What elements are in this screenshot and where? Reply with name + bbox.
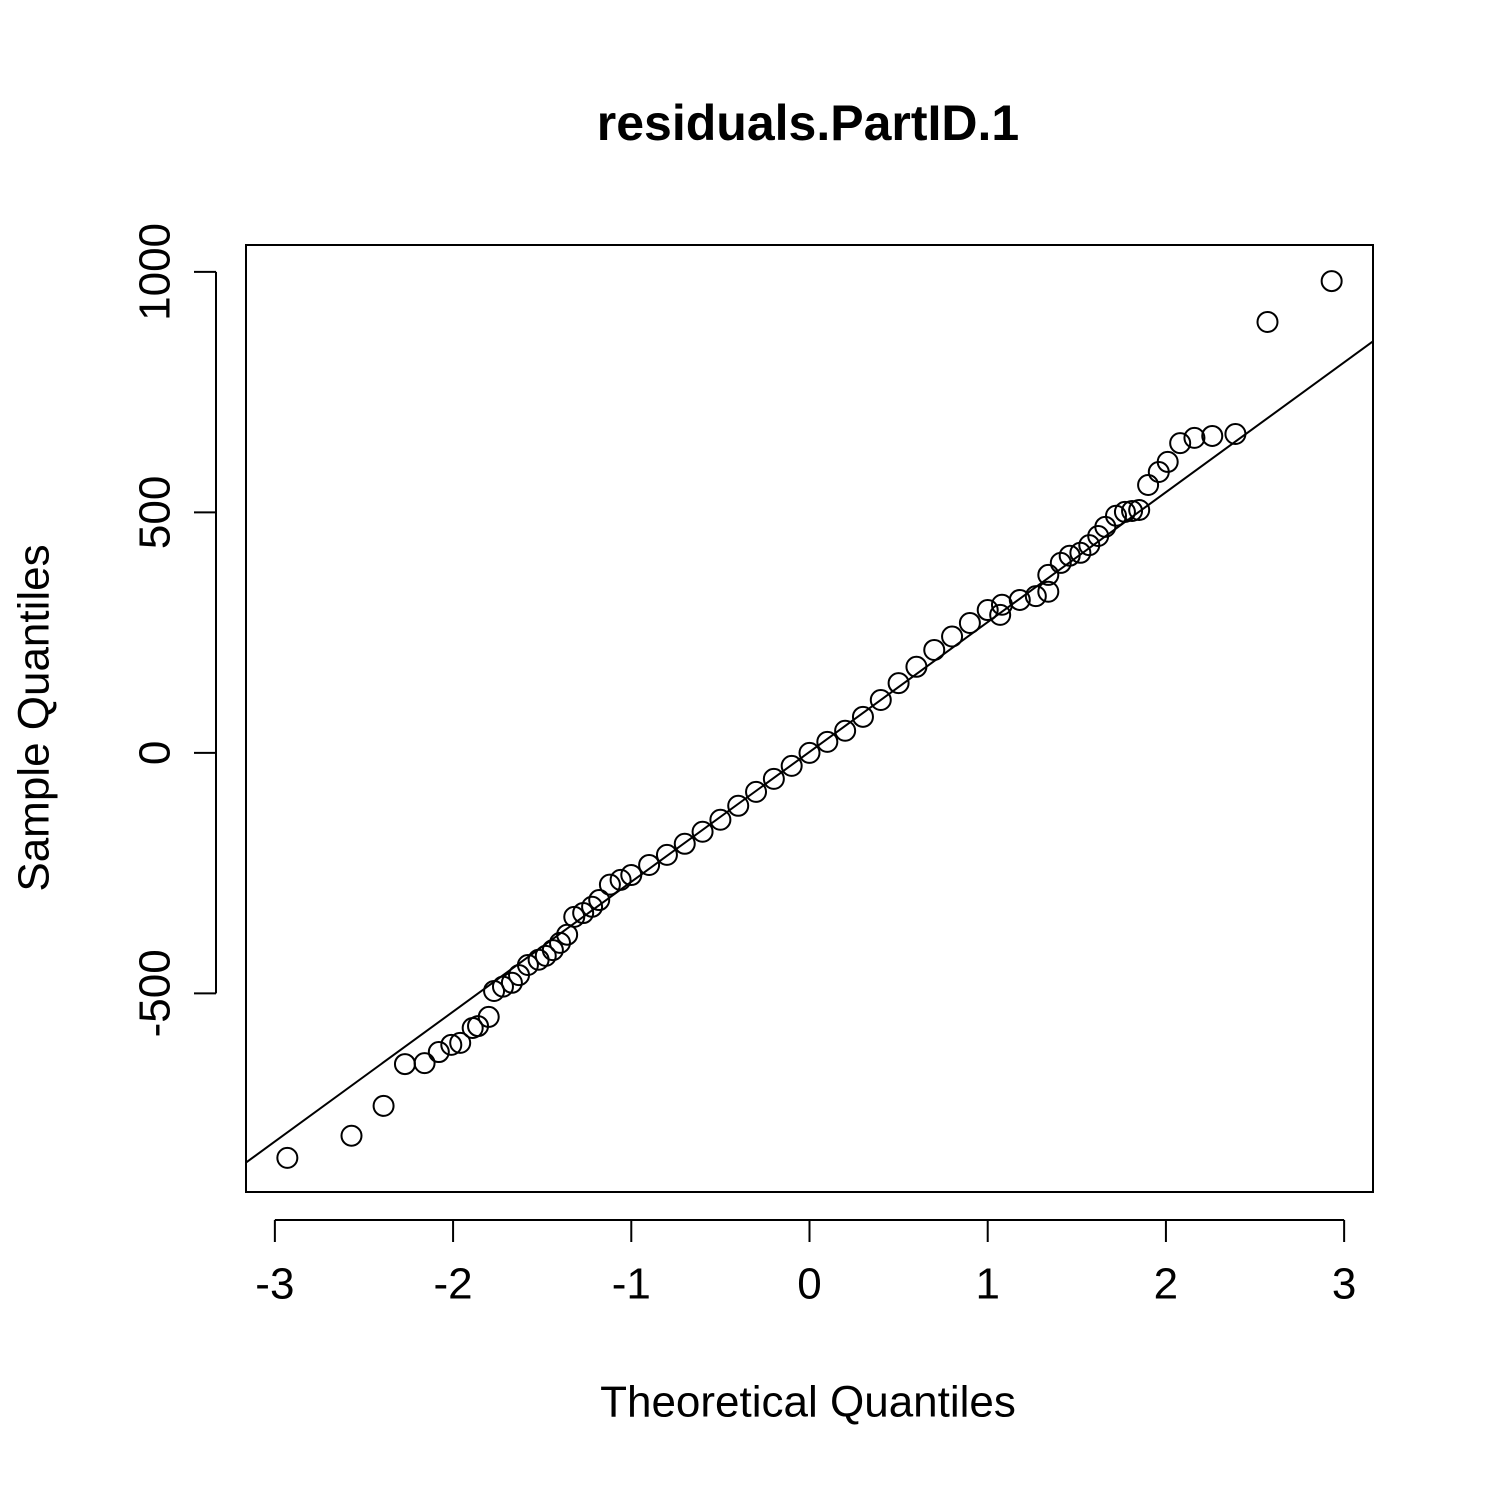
y-tick-label: 500	[131, 476, 180, 549]
point	[1137, 473, 1160, 496]
point	[691, 820, 714, 843]
point	[923, 638, 946, 661]
point	[413, 1052, 436, 1075]
point	[1121, 499, 1144, 522]
point	[1156, 450, 1179, 473]
point	[1008, 588, 1031, 611]
x-axis-label: Theoretical Quantiles	[600, 1378, 1016, 1427]
point	[989, 603, 1012, 626]
x-tick-label: 0	[797, 1260, 821, 1309]
point	[276, 1146, 299, 1169]
point	[638, 853, 661, 876]
point	[427, 1041, 450, 1064]
point	[655, 843, 678, 866]
point	[581, 895, 604, 918]
point	[516, 953, 539, 976]
x-tick-label: -2	[434, 1260, 473, 1309]
x-tick-label: 2	[1154, 1260, 1178, 1309]
point	[1128, 499, 1151, 522]
point	[1024, 585, 1047, 608]
point	[709, 808, 732, 831]
point	[541, 939, 564, 962]
point	[549, 931, 572, 954]
y-axis-label: Sample Quantiles	[10, 544, 59, 891]
point	[609, 868, 632, 891]
point	[1037, 563, 1060, 586]
point	[1037, 580, 1060, 603]
point	[762, 767, 785, 790]
point	[976, 599, 999, 622]
point	[534, 944, 557, 967]
y-tick-label: 0	[131, 741, 180, 765]
point	[1058, 544, 1081, 567]
point	[340, 1124, 363, 1147]
point	[834, 719, 857, 742]
x-tick-label: -3	[255, 1260, 294, 1309]
point	[851, 705, 874, 728]
point	[440, 1033, 463, 1056]
chart-title: residuals.PartID.1	[597, 95, 1019, 151]
plot-box	[245, 244, 1374, 1193]
point	[1224, 423, 1247, 446]
point	[745, 780, 768, 803]
point	[372, 1094, 395, 1117]
point	[816, 730, 839, 753]
point	[958, 612, 981, 635]
point	[887, 672, 910, 695]
point	[598, 873, 621, 896]
point	[1169, 432, 1192, 455]
point	[1113, 500, 1136, 523]
point	[869, 688, 892, 711]
y-tick-label: 1000	[131, 223, 180, 321]
point	[1320, 270, 1343, 293]
point	[798, 741, 821, 764]
x-tick-label: 1	[975, 1260, 999, 1309]
point	[1183, 426, 1206, 449]
point	[780, 754, 803, 777]
x-tick-label: 3	[1332, 1260, 1356, 1309]
point	[449, 1031, 472, 1054]
point	[1201, 424, 1224, 447]
point	[673, 832, 696, 855]
reference-line	[245, 340, 1374, 1164]
y-tick-label: -500	[131, 949, 180, 1037]
point	[727, 794, 750, 817]
point	[941, 625, 964, 648]
point	[500, 971, 523, 994]
point	[1256, 310, 1279, 333]
point	[905, 655, 928, 678]
point	[620, 864, 643, 887]
x-tick-label: -1	[612, 1260, 651, 1309]
point	[477, 1005, 500, 1028]
point	[588, 889, 611, 912]
